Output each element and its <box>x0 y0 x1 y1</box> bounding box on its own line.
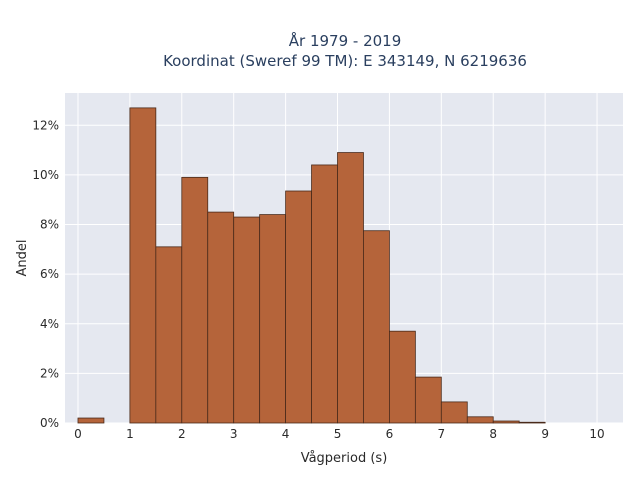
histogram-bar <box>207 211 235 424</box>
y-tick-label: 8% <box>40 218 59 232</box>
histogram-bar <box>440 401 468 424</box>
y-tick-label: 2% <box>40 366 59 380</box>
x-tick-label: 6 <box>386 427 394 441</box>
x-tick-label: 0 <box>74 427 82 441</box>
histogram-bar <box>129 107 157 424</box>
histogram-bar <box>518 421 546 424</box>
y-tick-label: 4% <box>40 317 59 331</box>
histogram-bar <box>414 376 442 424</box>
x-tick-label: 2 <box>178 427 186 441</box>
x-tick-label: 4 <box>282 427 290 441</box>
x-tick-label: 3 <box>230 427 238 441</box>
x-tick-label: 5 <box>334 427 342 441</box>
chart-title-line-1: År 1979 - 2019 <box>289 31 402 50</box>
y-tick-label: 10% <box>32 168 59 182</box>
x-tick-label: 1 <box>126 427 134 441</box>
histogram-bar <box>389 330 416 424</box>
histogram-bar <box>492 420 520 424</box>
histogram-bar <box>181 176 209 424</box>
y-tick-label: 12% <box>32 118 59 132</box>
y-tick-label: 6% <box>40 267 59 281</box>
histogram-bar <box>466 416 494 424</box>
x-axis-ticks: 0 1 2 3 4 5 6 7 8 9 10 <box>74 427 605 441</box>
x-tick-label: 7 <box>438 427 446 441</box>
histogram-bar <box>259 214 287 424</box>
histogram-bar <box>311 164 338 424</box>
chart-title-line-2: Koordinat (Sweref 99 TM): E 343149, N 62… <box>163 52 527 70</box>
histogram-bar <box>155 246 183 424</box>
x-tick-label: 9 <box>541 427 549 441</box>
x-axis-title: Vågperiod (s) <box>301 451 388 466</box>
bars <box>77 107 546 424</box>
y-axis-ticks: 0% 2% 4% 6% 8% 10% 12% <box>32 118 59 430</box>
x-tick-label: 8 <box>489 427 497 441</box>
histogram-bar <box>285 190 312 424</box>
histogram-bar <box>337 152 364 424</box>
histogram-bar <box>233 216 261 424</box>
x-tick-label: 10 <box>589 427 604 441</box>
y-axis-title: Andel <box>15 240 30 277</box>
histogram-bar <box>363 230 390 424</box>
y-tick-label: 0% <box>40 416 59 430</box>
histogram-bar <box>77 417 105 424</box>
